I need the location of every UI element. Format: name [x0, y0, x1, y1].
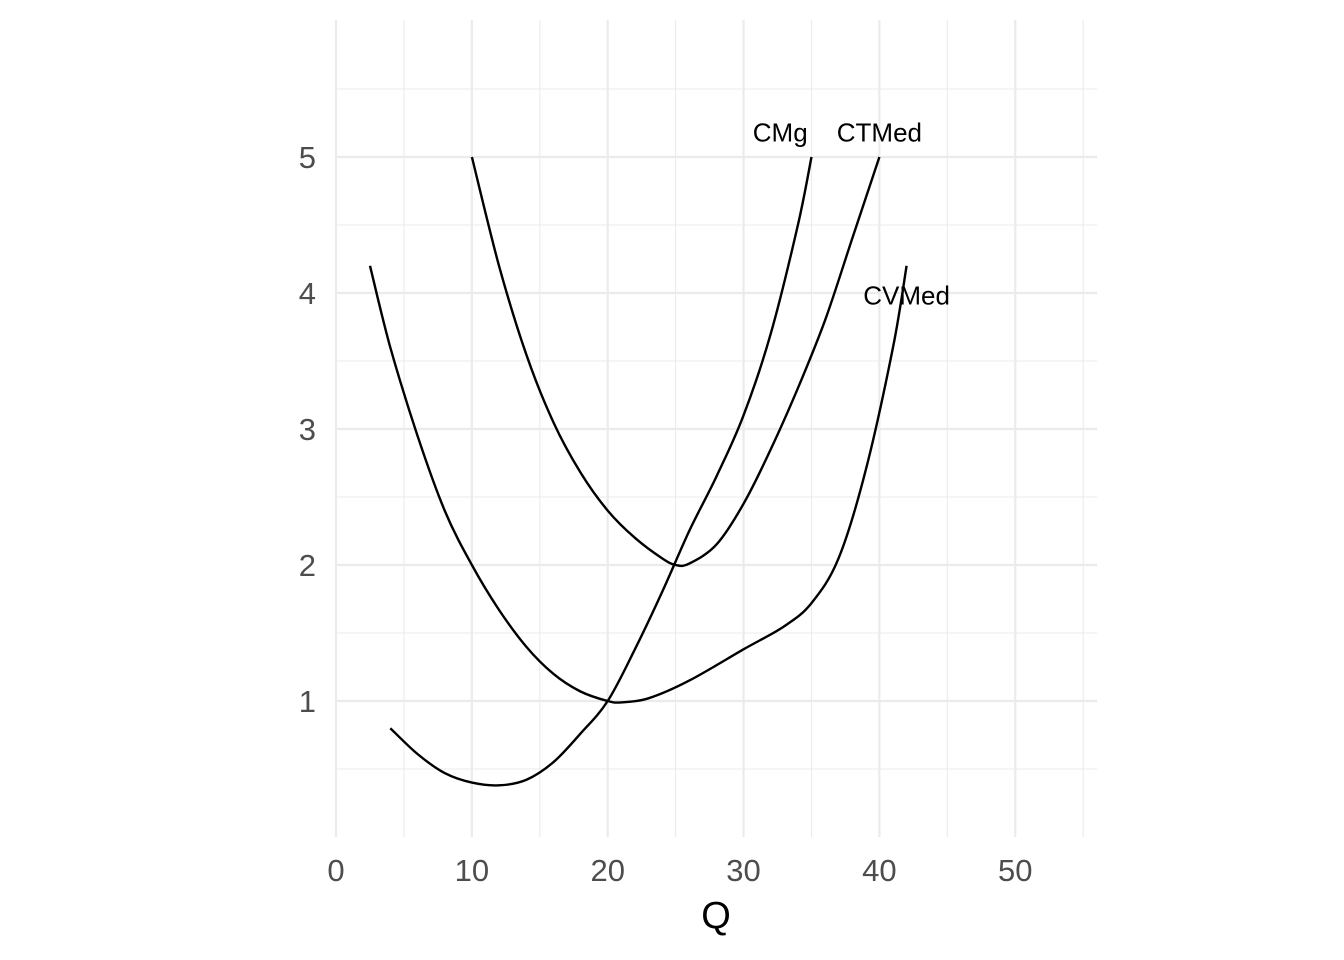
x-tick-label: 10	[455, 853, 489, 888]
series-line-cmg	[389, 156, 813, 787]
x-tick-label: 30	[726, 853, 760, 888]
curve-label-cmg: CMg	[753, 118, 808, 148]
major-gridlines	[334, 20, 1097, 837]
x-axis-title: Q	[701, 895, 731, 937]
x-tick-label: 40	[862, 853, 896, 888]
curve-labels: CMg CTMed CVMed	[753, 118, 950, 311]
y-tick-label: 2	[299, 548, 316, 583]
x-tick-label: 50	[998, 853, 1032, 888]
curve-label-cvmed: CVMed	[863, 281, 950, 311]
cost-curves	[368, 156, 908, 787]
y-tick-labels: 1 2 3 4 5	[299, 140, 316, 719]
curve-label-ctmed: CTMed	[837, 118, 922, 148]
x-tick-label: 20	[590, 853, 624, 888]
x-tick-labels: 0 10 20 30 40 50	[327, 853, 1032, 888]
y-tick-label: 3	[299, 412, 316, 447]
series-line-cvmed	[368, 265, 908, 704]
y-tick-label: 5	[299, 140, 316, 175]
y-tick-label: 1	[299, 684, 316, 719]
x-tick-label: 0	[327, 853, 344, 888]
y-tick-label: 4	[299, 276, 316, 311]
series-line-ctmed	[470, 156, 881, 568]
